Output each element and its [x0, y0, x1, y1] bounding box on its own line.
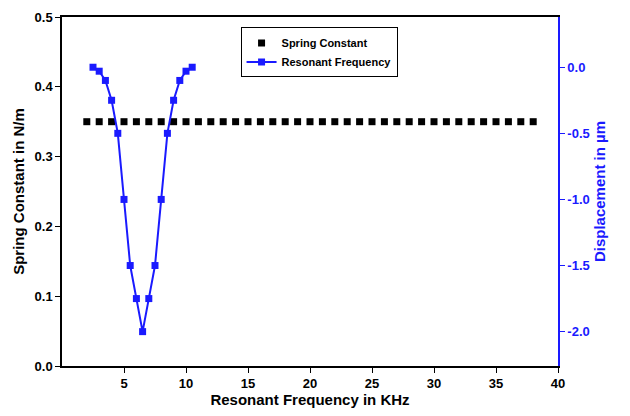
svg-text:0.1: 0.1 — [35, 289, 53, 304]
svg-text:-0.5: -0.5 — [567, 126, 589, 141]
svg-text:20: 20 — [303, 376, 317, 391]
svg-text:40: 40 — [551, 376, 565, 391]
svg-text:Spring Constant: Spring Constant — [282, 37, 368, 49]
svg-text:0.2: 0.2 — [35, 219, 53, 234]
svg-text:10: 10 — [179, 376, 193, 391]
svg-text:0.0: 0.0 — [567, 60, 585, 75]
svg-text:Displacement in µm: Displacement in µm — [591, 121, 608, 262]
svg-text:0.3: 0.3 — [35, 149, 53, 164]
svg-text:0.4: 0.4 — [35, 79, 54, 94]
svg-text:Spring Constant in N/m: Spring Constant in N/m — [10, 108, 27, 275]
svg-text:Resonant Frequency in KHz: Resonant Frequency in KHz — [210, 391, 409, 408]
svg-text:Resonant Frequency: Resonant Frequency — [282, 56, 392, 68]
svg-text:0.0: 0.0 — [35, 359, 53, 374]
svg-text:25: 25 — [365, 376, 379, 391]
svg-text:5: 5 — [120, 376, 127, 391]
svg-text:-2.0: -2.0 — [567, 324, 589, 339]
svg-text:15: 15 — [241, 376, 255, 391]
svg-text:-1.5: -1.5 — [567, 258, 589, 273]
svg-text:0.5: 0.5 — [35, 10, 53, 25]
svg-text:30: 30 — [427, 376, 441, 391]
svg-text:35: 35 — [489, 376, 503, 391]
svg-text:-1.0: -1.0 — [567, 192, 589, 207]
